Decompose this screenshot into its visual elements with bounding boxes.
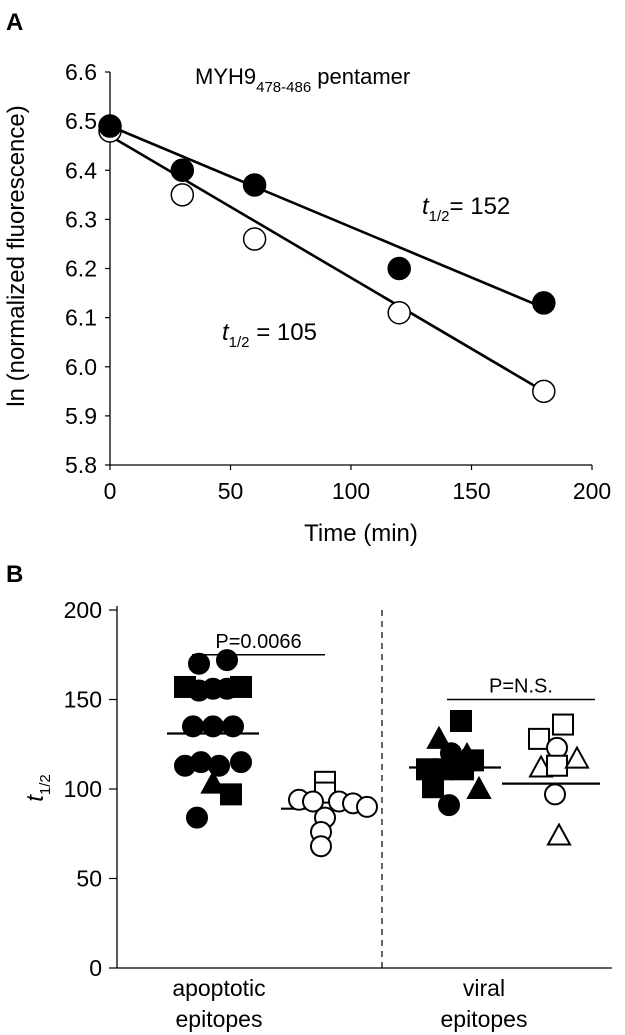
annotation-open-t: t [222,319,230,346]
panel-a-x-tick-label: 100 [332,478,370,504]
filled-triangle-point [466,775,492,799]
panel-a-x-tick-label: 0 [104,478,117,504]
open-circle-point [302,790,324,813]
panel-b-y-axis-t: t [22,794,49,802]
panel-a-y-tick-label: 6.1 [65,305,97,331]
panel-b-y-tick-label: 50 [76,866,102,892]
panel-b-y-tick-label: 100 [64,776,102,802]
panel-a-title-rest: pentamer [311,64,410,89]
filled-data-point [242,173,267,197]
filled-square-point [452,758,474,781]
filled-circle-point [182,715,204,738]
panel-a-y-tick-label: 6.2 [65,256,97,282]
panel-a-title-main: MYH9 [195,64,256,89]
category-apoptotic-line2: epitopes [176,1006,263,1032]
annotation-open-half-life: t1/2 = 105 [222,319,317,351]
significance-label-viral: P=N.S. [489,676,553,698]
category-viral-line1: viral [463,975,505,1001]
filled-circle-point [230,751,252,774]
panel-b-y-axis-sub: 1/2 [37,774,54,795]
filled-circle-point [188,652,210,675]
open-data-point [387,300,411,325]
open-data-point [242,227,267,251]
filled-circle-point [216,649,238,672]
panel-a: A MYH9478-486 pentamer 5.8 5.9 6.0 6.1 6.2 6.… [3,9,611,547]
open-data-point [170,183,195,207]
open-circle-point [310,835,332,858]
panel-a-x-axis-label: Time (min) [304,520,418,547]
fit-line-filled [109,124,545,309]
open-triangle-point [564,745,590,769]
annotation-filled-rest: = 152 [450,193,511,220]
open-triangle-point [546,822,572,846]
panel-a-title: MYH9478-486 pentamer [195,64,410,96]
panel-a-points [98,114,556,404]
filled-data-point [170,158,195,182]
panel-a-y-tick-label: 6.4 [65,157,97,183]
open-square-point [528,727,550,750]
filled-square-point [422,776,444,799]
panel-a-y-tick-label: 6.3 [65,206,97,232]
filled-circle-point [190,751,212,774]
annotation-filled-half-life: t1/2= 152 [422,193,510,225]
filled-circle-point [438,794,460,817]
filled-data-point [98,114,122,138]
open-circle-point [356,795,378,818]
panel-b-axes: 0 50 100 150 200 [64,597,612,981]
filled-data-point [532,291,556,315]
filled-square-point [220,783,242,806]
category-viral-line2: epitopes [441,1006,528,1032]
panel-b-points [174,649,590,858]
annotation-filled-sub: 1/2 [429,208,450,225]
open-square-point [546,754,568,777]
filled-triangle-point [200,770,226,794]
open-square-point [552,713,574,736]
filled-data-point [387,256,411,281]
panel-a-y-tick-label: 6.0 [65,354,97,380]
significance-label-apoptotic: P=0.0066 [215,631,301,653]
filled-triangle-point [426,725,452,749]
panel-a-x-tick-label: 50 [218,478,244,504]
panel-b-y-tick-label: 200 [64,597,102,623]
filled-circle-point [208,754,230,777]
panel-a-y-tick-label: 5.9 [65,403,97,429]
panel-b-y-axis-label: t1/2 [22,774,54,802]
annotation-open-sub: 1/2 [229,334,250,351]
panel-a-title-sub: 478-486 [256,79,311,96]
panel-a-y-axis-label: ln (normalized fluorescence) [3,105,30,406]
open-data-point [532,379,556,404]
filled-square-point [230,675,252,698]
panel-a-y-tick-label: 6.5 [65,108,97,134]
panel-b-y-tick-label: 0 [89,955,102,981]
filled-circle-point [222,715,244,738]
filled-circle-point [186,806,208,829]
panel-a-x-tick-label: 150 [452,478,490,504]
panel-b-y-tick-label: 150 [64,687,102,713]
panel-a-y-tick-label: 6.6 [65,59,97,85]
panel-a-x-tick-label: 200 [573,478,611,504]
panel-b-significance: P=0.0066 P=N.S. [192,631,595,701]
filled-circle-point [202,715,224,738]
panel-a-label: A [6,9,23,36]
panel-a-y-tick-label: 5.8 [65,452,97,478]
filled-square-point [450,709,472,732]
open-circle-point [544,783,566,806]
category-apoptotic-line1: apoptotic [172,975,265,1001]
panel-a-axes: 5.8 5.9 6.0 6.1 6.2 6.3 6.4 6.5 6.6 0 50 100 150 200 [65,59,611,504]
annotation-filled-t: t [422,193,430,220]
panel-b-label: B [6,561,23,588]
annotation-open-rest: = 105 [250,319,317,346]
